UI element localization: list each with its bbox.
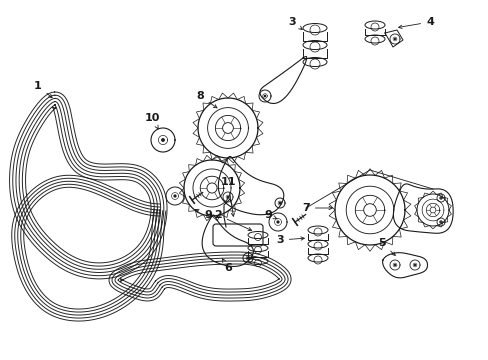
Circle shape <box>227 197 228 198</box>
Circle shape <box>162 139 164 141</box>
Text: 3: 3 <box>276 235 304 245</box>
Circle shape <box>414 265 415 266</box>
Circle shape <box>206 183 217 193</box>
Circle shape <box>174 195 176 197</box>
Circle shape <box>264 95 265 96</box>
Text: 6: 6 <box>222 259 231 273</box>
Text: 9: 9 <box>195 209 211 220</box>
Circle shape <box>222 123 233 134</box>
Text: 10: 10 <box>144 113 160 129</box>
Circle shape <box>279 202 280 203</box>
Text: 2: 2 <box>214 210 251 230</box>
Text: 11: 11 <box>220 177 235 216</box>
Circle shape <box>394 39 395 40</box>
Circle shape <box>394 265 395 266</box>
Text: 8: 8 <box>196 91 217 108</box>
Circle shape <box>429 207 435 213</box>
Text: 4: 4 <box>398 17 433 28</box>
Text: 5: 5 <box>377 238 394 256</box>
Text: 7: 7 <box>302 203 332 213</box>
Text: 1: 1 <box>34 81 52 98</box>
Circle shape <box>277 221 278 223</box>
Text: 9: 9 <box>264 210 277 220</box>
Circle shape <box>247 257 248 258</box>
Text: 3: 3 <box>287 17 302 30</box>
Circle shape <box>363 204 376 216</box>
